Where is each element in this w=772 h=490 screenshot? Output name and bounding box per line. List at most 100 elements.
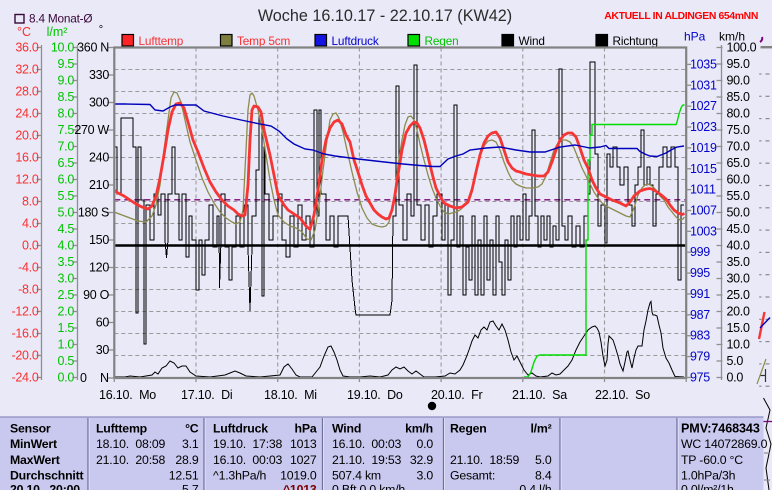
svg-text:9.5: 9.5 <box>58 57 75 71</box>
svg-text:210: 210 <box>89 178 109 192</box>
svg-text:40.0: 40.0 <box>727 239 750 253</box>
svg-text:Durchschnitt: Durchschnitt <box>10 468 84 482</box>
svg-text:507.4 km: 507.4 km <box>332 468 381 482</box>
svg-text:Lufttemp: Lufttemp <box>139 34 184 48</box>
svg-text:0.0l/m²/1h: 0.0l/m²/1h <box>681 483 734 490</box>
svg-text:WC 14072869.0: WC 14072869.0 <box>681 437 768 451</box>
svg-text:8.5: 8.5 <box>58 90 75 104</box>
svg-text:65.0: 65.0 <box>727 156 750 170</box>
svg-text:PMV:7468343: PMV:7468343 <box>681 422 760 436</box>
svg-text:987: 987 <box>690 308 710 322</box>
svg-text:999: 999 <box>690 245 710 259</box>
svg-text:90.0: 90.0 <box>727 74 750 88</box>
svg-text:2.5: 2.5 <box>58 288 75 302</box>
svg-text:20.0: 20.0 <box>15 129 38 143</box>
svg-text:8.4: 8.4 <box>535 468 552 482</box>
svg-text:°C: °C <box>17 25 31 39</box>
svg-text:35.0: 35.0 <box>727 255 750 269</box>
svg-text:1003: 1003 <box>690 224 717 238</box>
svg-text:1011: 1011 <box>690 183 716 197</box>
svg-text:km/h: km/h <box>405 422 433 436</box>
svg-text:1019: 1019 <box>690 141 717 155</box>
svg-text:Regen: Regen <box>425 34 459 48</box>
svg-text:1019.0: 1019.0 <box>280 468 317 482</box>
svg-text:-12.0: -12.0 <box>12 305 39 319</box>
svg-text:20.10. 20:00: 20.10. 20:00 <box>10 483 80 490</box>
svg-text:979: 979 <box>690 350 710 364</box>
svg-text:1007: 1007 <box>690 203 717 217</box>
svg-text:Lufttemp: Lufttemp <box>96 422 147 436</box>
svg-text:4.0: 4.0 <box>58 239 75 253</box>
svg-text:6.0: 6.0 <box>58 173 75 187</box>
svg-text:3.5: 3.5 <box>58 255 75 269</box>
svg-text:16.10. 00:03: 16.10. 00:03 <box>213 453 283 467</box>
svg-text:0.0: 0.0 <box>22 239 39 253</box>
svg-text:5.5: 5.5 <box>58 189 75 203</box>
svg-text:1027: 1027 <box>690 99 717 113</box>
svg-text:360 N: 360 N <box>77 41 109 55</box>
svg-text:21.10. 20:58: 21.10. 20:58 <box>96 453 166 467</box>
svg-text:TP -60.0 °C: TP -60.0 °C <box>681 453 743 467</box>
svg-text:21.10. 18:59: 21.10. 18:59 <box>450 453 520 467</box>
svg-text:0.4 l/h: 0.4 l/h <box>519 483 551 490</box>
svg-text:12.0: 12.0 <box>15 173 38 187</box>
svg-text:15.0: 15.0 <box>727 321 750 335</box>
svg-text:60.0: 60.0 <box>727 173 750 187</box>
svg-text:95.0: 95.0 <box>727 57 750 71</box>
svg-text:24.0: 24.0 <box>15 107 38 121</box>
svg-text:3.0: 3.0 <box>417 468 434 482</box>
svg-text:240: 240 <box>89 151 109 165</box>
svg-text:^1.3hPa/h: ^1.3hPa/h <box>213 468 267 482</box>
svg-text:1015: 1015 <box>690 162 717 176</box>
svg-text:1.5: 1.5 <box>58 321 75 335</box>
svg-text:0.0: 0.0 <box>417 437 434 451</box>
svg-text:Richtung: Richtung <box>613 34 658 48</box>
svg-text:21.10. 19:53: 21.10. 19:53 <box>332 453 402 467</box>
svg-text:-24.0: -24.0 <box>12 371 39 385</box>
svg-text:16.0: 16.0 <box>15 151 38 165</box>
svg-text:-4.0: -4.0 <box>18 261 39 275</box>
svg-text:17.10. Di: 17.10. Di <box>181 388 233 402</box>
svg-text:28.9: 28.9 <box>175 453 198 467</box>
svg-text:Regen: Regen <box>450 422 487 436</box>
svg-text:5.0: 5.0 <box>58 206 75 220</box>
svg-text:18.10. Mi: 18.10. Mi <box>264 388 317 402</box>
svg-text:l/m²: l/m² <box>47 25 68 39</box>
svg-text:330: 330 <box>89 68 109 82</box>
svg-text:21.10. Sa: 21.10. Sa <box>512 388 567 402</box>
svg-text:MaxWert: MaxWert <box>10 453 60 467</box>
svg-text:3.1: 3.1 <box>182 437 199 451</box>
svg-text:32.0: 32.0 <box>15 63 38 77</box>
svg-text:Wind: Wind <box>519 34 545 48</box>
svg-text:75.0: 75.0 <box>727 123 750 137</box>
svg-text:995: 995 <box>690 266 710 280</box>
svg-text:Woche 16.10.17 - 22.10.17 (KW4: Woche 16.10.17 - 22.10.17 (KW42) <box>258 7 512 25</box>
svg-text:30: 30 <box>96 343 110 357</box>
svg-text:8.0: 8.0 <box>58 107 75 121</box>
svg-text:1035: 1035 <box>690 57 717 71</box>
svg-text:80.0: 80.0 <box>727 107 750 121</box>
svg-text:Wind: Wind <box>332 422 361 436</box>
svg-text:25.0: 25.0 <box>727 288 750 302</box>
svg-text:9.0: 9.0 <box>58 74 75 88</box>
svg-text:1.0hPa/3h: 1.0hPa/3h <box>681 468 736 482</box>
svg-text:991: 991 <box>690 287 710 301</box>
svg-text:1031: 1031 <box>690 78 717 92</box>
svg-text:hPa: hPa <box>684 30 706 44</box>
svg-text:N: N <box>100 371 109 385</box>
svg-text:5.7: 5.7 <box>182 483 199 490</box>
svg-text:3.0: 3.0 <box>58 272 75 286</box>
svg-text:60: 60 <box>96 316 110 330</box>
svg-text:180 S: 180 S <box>78 206 109 220</box>
svg-text:18.10. 08:09: 18.10. 08:09 <box>96 437 166 451</box>
svg-text:85.0: 85.0 <box>727 90 750 104</box>
svg-text:8.4 Monat-Ø: 8.4 Monat-Ø <box>29 12 92 26</box>
svg-text:7.0: 7.0 <box>58 140 75 154</box>
svg-text:km/h: km/h <box>719 30 745 44</box>
svg-text:0.0: 0.0 <box>58 371 75 385</box>
svg-text:300: 300 <box>89 96 109 110</box>
svg-text:°C: °C <box>185 422 199 436</box>
svg-text:150: 150 <box>89 233 109 247</box>
svg-text:0 Bft 0.0 km/h: 0 Bft 0.0 km/h <box>332 483 405 490</box>
svg-text:8.0: 8.0 <box>22 195 39 209</box>
